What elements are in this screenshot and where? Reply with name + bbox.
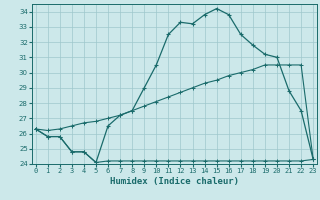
X-axis label: Humidex (Indice chaleur): Humidex (Indice chaleur) [110,177,239,186]
